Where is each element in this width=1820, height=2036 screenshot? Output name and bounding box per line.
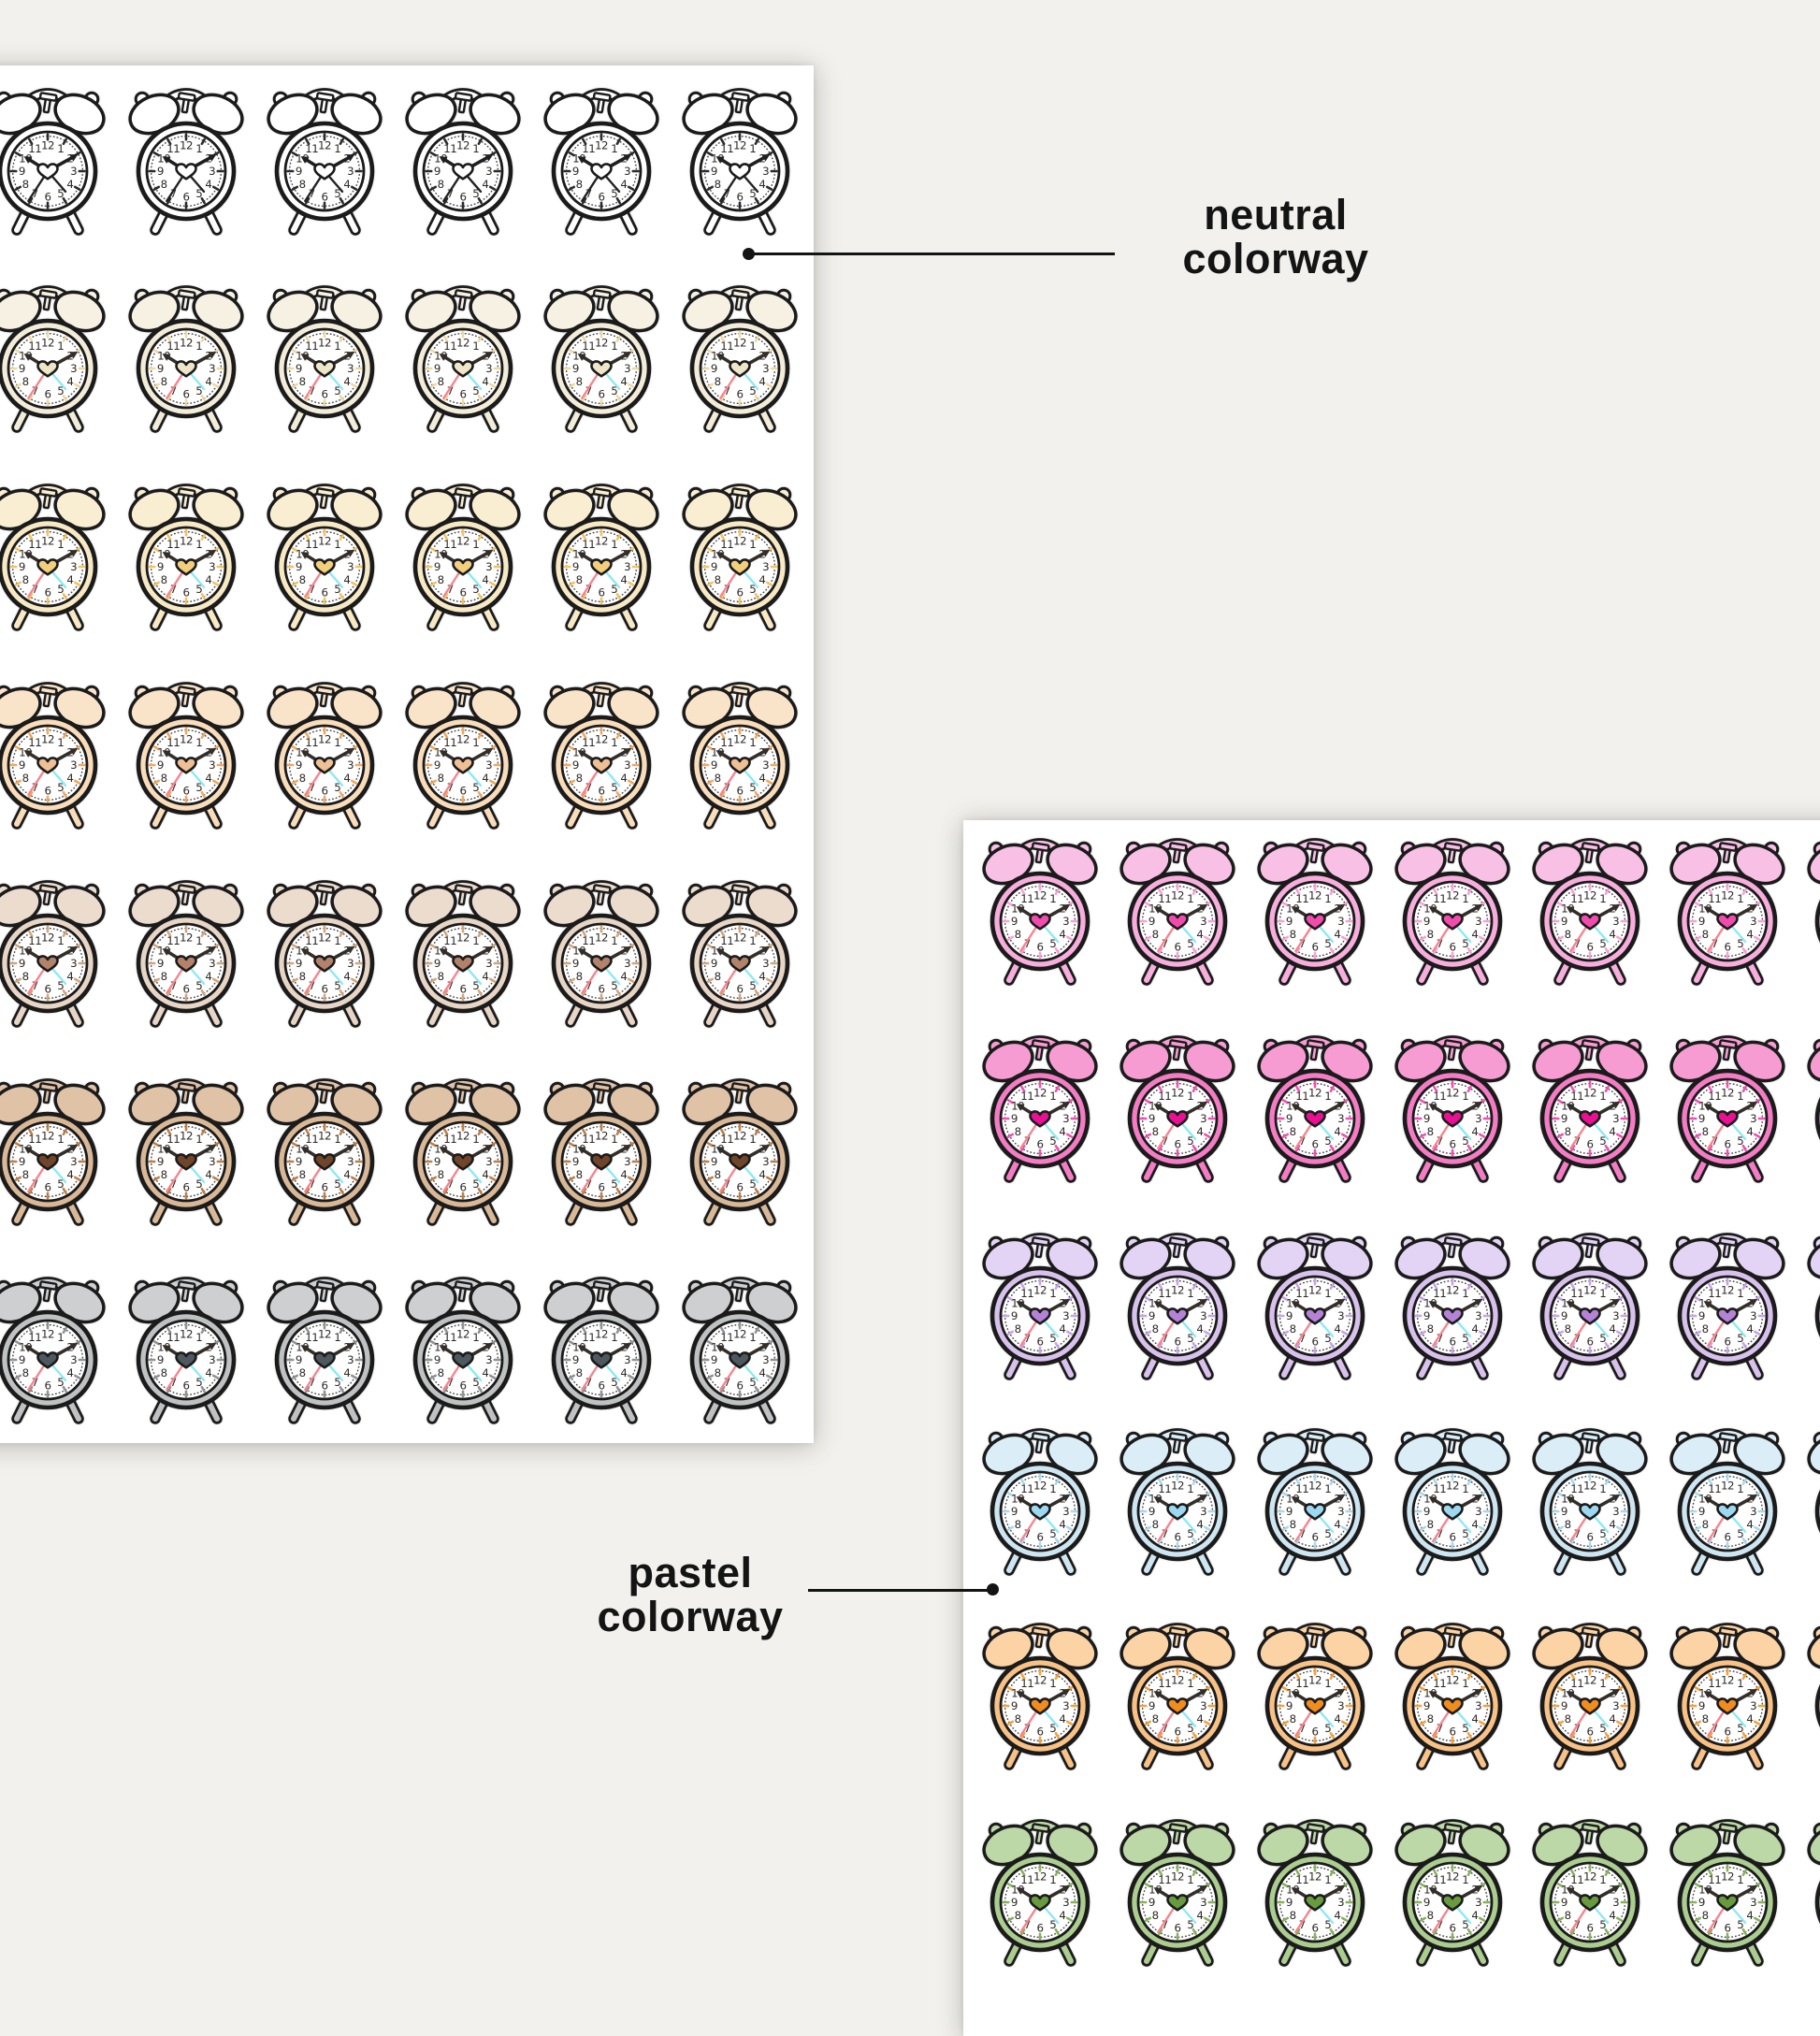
alarm-clock-sticker-peach <box>682 671 798 831</box>
alarm-clock-sticker-lavender <box>1669 1221 1785 1382</box>
neutral-callout-dot <box>743 248 755 260</box>
neutral-sticker-sheet <box>0 65 814 1443</box>
alarm-clock-sticker-light-blue <box>1119 1417 1235 1578</box>
alarm-clock-sticker-tan-brown <box>405 1067 521 1228</box>
alarm-clock-sticker-light-blue <box>1532 1417 1648 1578</box>
pastel-callout-line <box>808 1589 993 1592</box>
alarm-clock-sticker-green <box>1119 1808 1235 1969</box>
alarm-clock-sticker-tan-brown <box>543 1067 659 1228</box>
alarm-clock-sticker-hot-pink <box>1257 1024 1373 1185</box>
alarm-clock-sticker-light-pink <box>1119 827 1235 988</box>
alarm-clock-sticker-lavender <box>982 1221 1098 1382</box>
alarm-clock-sticker-green <box>1257 1808 1373 1969</box>
alarm-clock-sticker-black-and-white <box>128 77 244 238</box>
alarm-clock-sticker-light-blue <box>1807 1417 1820 1578</box>
alarm-clock-sticker-taupe <box>267 869 383 1030</box>
alarm-clock-sticker-hot-pink <box>1532 1024 1648 1185</box>
alarm-clock-sticker-hot-pink <box>1807 1024 1820 1185</box>
alarm-clock-sticker-light-blue <box>1257 1417 1373 1578</box>
alarm-clock-sticker-light-blue <box>982 1417 1098 1578</box>
alarm-clock-sticker-light-blue <box>1669 1417 1785 1578</box>
alarm-clock-sticker-orange <box>1119 1611 1235 1772</box>
alarm-clock-sticker-gray <box>267 1265 383 1426</box>
alarm-clock-sticker-peach <box>405 671 521 831</box>
alarm-clock-sticker-lavender <box>1394 1221 1510 1382</box>
alarm-clock-sticker-green <box>1532 1808 1648 1969</box>
alarm-clock-sticker-peach <box>543 671 659 831</box>
alarm-clock-sticker-peach <box>0 671 106 831</box>
neutral-label-line1: neutral <box>1204 191 1348 238</box>
alarm-clock-sticker-orange <box>1394 1611 1510 1772</box>
alarm-clock-sticker-tan-brown <box>0 1067 106 1228</box>
alarm-clock-sticker-lavender <box>1257 1221 1373 1382</box>
alarm-clock-sticker-cream <box>405 472 521 633</box>
alarm-clock-sticker-gray <box>128 1265 244 1426</box>
pastel-colorway-label: pastel colorway <box>494 1551 887 1639</box>
alarm-clock-sticker-cream <box>543 472 659 633</box>
alarm-clock-sticker-peach <box>267 671 383 831</box>
alarm-clock-sticker-light-pink <box>1807 827 1820 988</box>
alarm-clock-sticker-gray <box>682 1265 798 1426</box>
alarm-clock-sticker-orange <box>982 1611 1098 1772</box>
alarm-clock-sticker-hot-pink <box>1394 1024 1510 1185</box>
alarm-clock-sticker-gray <box>543 1265 659 1426</box>
alarm-clock-sticker-green <box>1394 1808 1510 1969</box>
pastel-label-line2: colorway <box>597 1593 784 1640</box>
neutral-callout-line <box>748 253 1115 255</box>
alarm-clock-sticker-gray <box>405 1265 521 1426</box>
alarm-clock-sticker-gray <box>0 1265 106 1426</box>
alarm-clock-sticker-tan-brown <box>267 1067 383 1228</box>
alarm-clock-sticker-lavender <box>1119 1221 1235 1382</box>
alarm-clock-sticker-ivory <box>128 274 244 435</box>
alarm-clock-sticker-green <box>1669 1808 1785 1969</box>
alarm-clock-sticker-tan-brown <box>682 1067 798 1228</box>
alarm-clock-sticker-taupe <box>543 869 659 1030</box>
alarm-clock-sticker-cream <box>128 472 244 633</box>
alarm-clock-sticker-tan-brown <box>128 1067 244 1228</box>
alarm-clock-sticker-hot-pink <box>982 1024 1098 1185</box>
alarm-clock-sticker-cream <box>0 472 106 633</box>
alarm-clock-sticker-taupe <box>405 869 521 1030</box>
alarm-clock-sticker-taupe <box>682 869 798 1030</box>
alarm-clock-sticker-black-and-white <box>405 77 521 238</box>
alarm-clock-sticker-lavender <box>1532 1221 1648 1382</box>
alarm-clock-sticker-orange <box>1669 1611 1785 1772</box>
alarm-clock-sticker-light-pink <box>1394 827 1510 988</box>
alarm-clock-sticker-light-pink <box>1669 827 1785 988</box>
alarm-clock-sticker-light-pink <box>982 827 1098 988</box>
alarm-clock-sticker-cream <box>267 472 383 633</box>
alarm-clock-sticker-ivory <box>267 274 383 435</box>
alarm-clock-sticker-green <box>982 1808 1098 1969</box>
alarm-clock-sticker-green <box>1807 1808 1820 1969</box>
alarm-clock-sticker-ivory <box>682 274 798 435</box>
pastel-sticker-sheet <box>963 820 1820 2036</box>
alarm-clock-sticker-cream <box>682 472 798 633</box>
alarm-clock-sticker-hot-pink <box>1119 1024 1235 1185</box>
alarm-clock-sticker-ivory <box>405 274 521 435</box>
alarm-clock-sticker-black-and-white <box>543 77 659 238</box>
pastel-label-line1: pastel <box>628 1549 753 1596</box>
alarm-clock-sticker-black-and-white <box>267 77 383 238</box>
alarm-clock-sticker-light-pink <box>1257 827 1373 988</box>
alarm-clock-sticker-taupe <box>128 869 244 1030</box>
alarm-clock-sticker-orange <box>1807 1611 1820 1772</box>
neutral-colorway-label: neutral colorway <box>1079 193 1472 281</box>
alarm-clock-sticker-taupe <box>0 869 106 1030</box>
alarm-clock-sticker-black-and-white <box>682 77 798 238</box>
alarm-clock-sticker-ivory <box>0 274 106 435</box>
pastel-callout-dot <box>987 1583 999 1596</box>
alarm-clock-sticker-ivory <box>543 274 659 435</box>
alarm-clock-sticker-light-blue <box>1394 1417 1510 1578</box>
alarm-clock-sticker-peach <box>128 671 244 831</box>
neutral-label-line2: colorway <box>1182 235 1369 282</box>
alarm-clock-sticker-lavender <box>1807 1221 1820 1382</box>
alarm-clock-sticker-hot-pink <box>1669 1024 1785 1185</box>
alarm-clock-sticker-orange <box>1257 1611 1373 1772</box>
alarm-clock-sticker-orange <box>1532 1611 1648 1772</box>
alarm-clock-sticker-light-pink <box>1532 827 1648 988</box>
alarm-clock-sticker-black-and-white <box>0 77 106 238</box>
